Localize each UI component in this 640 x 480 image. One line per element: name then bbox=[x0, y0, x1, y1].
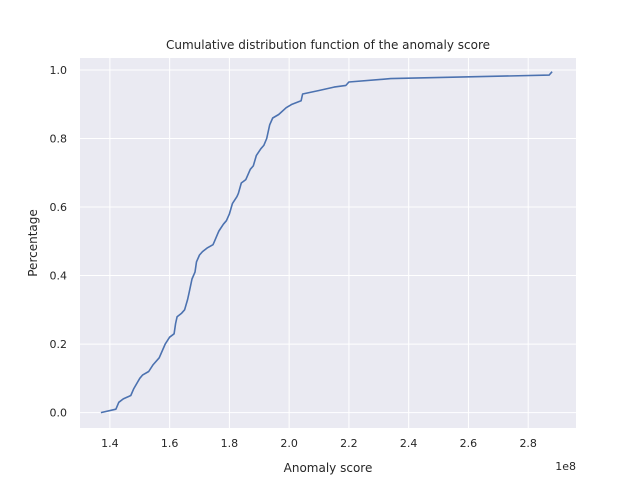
x-gridlines bbox=[109, 58, 529, 428]
plot-area bbox=[80, 58, 576, 428]
x-tick-label: 2.0 bbox=[280, 437, 298, 450]
chart-title: Cumulative distribution function of the … bbox=[166, 38, 490, 52]
x-tick-label: 1.4 bbox=[101, 437, 119, 450]
x-tick-label: 1.8 bbox=[221, 437, 239, 450]
y-gridlines bbox=[80, 69, 576, 414]
y-tick-label: 0.4 bbox=[50, 270, 68, 283]
x-tick-label: 2.4 bbox=[400, 437, 418, 450]
y-tick-label: 0.0 bbox=[50, 407, 68, 420]
y-tick-label: 1.0 bbox=[50, 64, 68, 77]
x-offset-label: 1e8 bbox=[555, 460, 576, 473]
cdf-line bbox=[100, 71, 553, 414]
y-tick-label: 0.2 bbox=[50, 338, 68, 351]
y-tick-label: 0.8 bbox=[50, 133, 68, 146]
x-tick-label: 1.6 bbox=[161, 437, 179, 450]
x-tick-labels: 1.4 1.6 1.8 2.0 2.2 2.4 2.6 2.8 bbox=[101, 437, 537, 450]
y-tick-labels: 0.0 0.2 0.4 0.6 0.8 1.0 bbox=[50, 64, 68, 420]
x-tick-label: 2.6 bbox=[460, 437, 478, 450]
y-axis-label: Percentage bbox=[26, 209, 40, 277]
x-tick-label: 2.8 bbox=[519, 437, 537, 450]
x-tick-label: 2.2 bbox=[340, 437, 358, 450]
x-axis-label: Anomaly score bbox=[284, 461, 373, 475]
y-tick-label: 0.6 bbox=[50, 201, 68, 214]
